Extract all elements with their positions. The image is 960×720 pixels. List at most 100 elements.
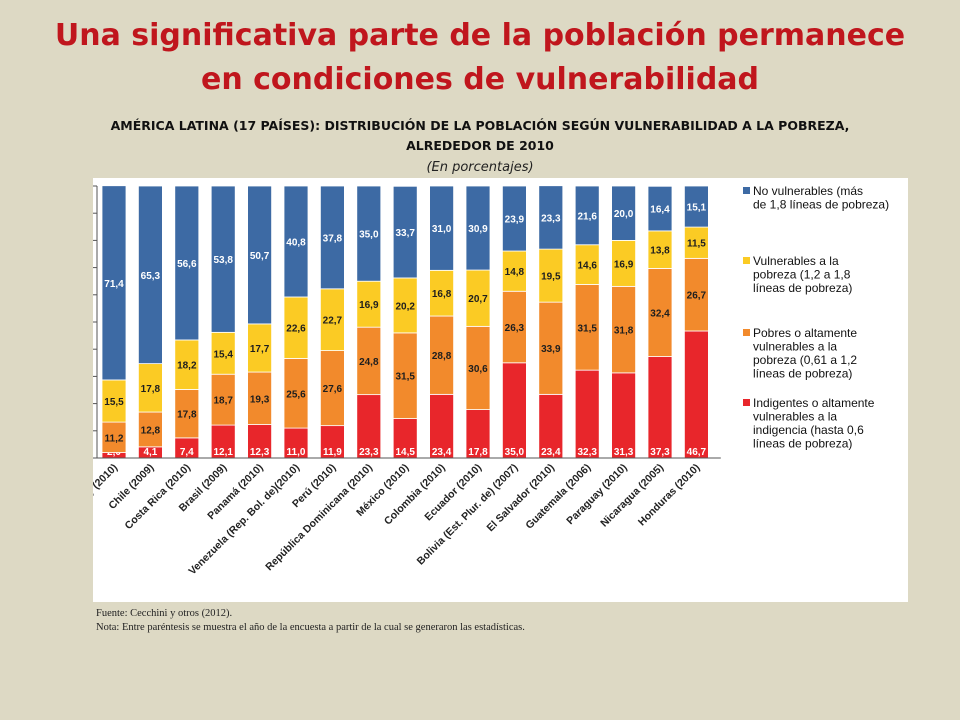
bar-segment	[574, 244, 600, 285]
chart-title-line-2: ALREDEDOR DE 2010	[406, 138, 554, 153]
bar-segment	[684, 226, 709, 259]
bar-segment	[319, 185, 345, 290]
data-label: 11,5	[687, 239, 706, 250]
data-label: 18,2	[177, 361, 197, 372]
data-label: 46,7	[687, 447, 707, 458]
category-label: El Salvador (2010)	[484, 462, 556, 534]
bar-segment	[501, 185, 527, 252]
bar-segment	[138, 411, 163, 448]
bar-segment	[429, 185, 455, 271]
bar-segment	[174, 185, 200, 341]
data-label: 19,5	[541, 272, 561, 283]
data-label: 11,9	[323, 447, 342, 458]
legend-label: líneas de pobreza)	[753, 437, 852, 451]
data-label: 31,3	[614, 447, 634, 458]
data-label: 4,1	[143, 447, 157, 458]
data-label: 21,6	[577, 211, 597, 222]
bar-segment	[647, 268, 673, 357]
bar-segment	[319, 350, 345, 427]
data-label: 7,4	[180, 447, 194, 458]
data-label: 11,2	[105, 433, 124, 444]
data-label: 17,8	[141, 384, 161, 395]
data-label: 53,8	[213, 255, 233, 266]
bar-segment	[684, 185, 709, 228]
data-label: 11,0	[287, 447, 306, 458]
data-label: 12,3	[250, 447, 270, 458]
data-label: 28,8	[432, 351, 452, 362]
data-label: 18,7	[213, 396, 233, 407]
data-label: 12,8	[141, 425, 161, 436]
slide-title-line-1: Una significativa parte de la población …	[54, 18, 906, 53]
legend-label: indigencia (hasta 0,6	[753, 423, 864, 437]
bar-segment	[465, 269, 491, 327]
data-label: 30,9	[468, 224, 488, 235]
data-label: 17,8	[468, 447, 488, 458]
data-label: 24,8	[359, 357, 379, 368]
bar-segment	[429, 315, 455, 395]
data-label: 35,0	[505, 447, 525, 458]
data-label: 13,8	[650, 246, 670, 257]
bar-segment	[319, 288, 345, 351]
bar-segment	[647, 185, 673, 232]
data-label: 31,5	[395, 372, 415, 383]
legend-swatch	[743, 187, 750, 194]
data-label: 30,6	[468, 364, 488, 375]
chart-subtitle: (En porcentajes)	[426, 160, 534, 175]
bar-segment	[210, 424, 236, 459]
data-label: 40,8	[286, 237, 306, 248]
data-label: 17,7	[250, 344, 270, 355]
category-label: Honduras (2010)	[636, 462, 703, 529]
bar-segment	[247, 323, 273, 373]
data-label: 23,9	[505, 215, 525, 226]
data-label: 17,8	[177, 410, 197, 421]
data-label: 12,1	[213, 447, 233, 458]
bar-segment	[574, 369, 600, 459]
data-label: 65,3	[141, 271, 161, 282]
data-label: 15,4	[213, 349, 233, 360]
data-label: 37,8	[323, 233, 343, 244]
chart-panel: 01020304050607080901002,011,215,571,4Uru…	[93, 178, 908, 602]
legend-label: No vulnerables (más	[753, 184, 863, 198]
bar-segment	[684, 330, 709, 459]
bar-segment	[392, 185, 418, 279]
bar-segment	[138, 363, 163, 413]
slide-title: Una significativa parte de la población …	[0, 14, 960, 102]
data-label: 14,5	[395, 447, 415, 458]
data-label: 15,1	[687, 203, 707, 214]
data-label: 16,4	[650, 205, 670, 216]
legend-label: pobreza (1,2 a 1,8	[753, 268, 851, 282]
bar-segment	[101, 379, 127, 423]
data-label: 16,9	[614, 259, 634, 270]
legend-label: líneas de pobreza)	[753, 367, 852, 381]
data-label: 16,8	[432, 289, 452, 300]
bar-segment	[283, 296, 309, 359]
legend-label: de 1,8 líneas de pobreza)	[753, 198, 889, 212]
bar-segment	[101, 421, 127, 453]
data-label: 32,3	[577, 447, 597, 458]
legend-swatch	[743, 329, 750, 336]
bar-segment	[174, 339, 200, 390]
slide-title-line-2: en condiciones de vulnerabilidad	[200, 62, 760, 97]
bar-segment	[538, 248, 564, 303]
data-label: 22,7	[323, 316, 343, 327]
bar-segment	[611, 372, 636, 459]
legend-label: Vulnerables a la	[753, 254, 839, 268]
legend-label: líneas de pobreza)	[753, 281, 852, 295]
bar-segment	[647, 230, 673, 269]
bar-segment	[283, 185, 309, 298]
bar-segment	[356, 394, 382, 459]
data-label: 27,6	[323, 384, 343, 395]
bar-segment	[174, 389, 200, 439]
bar-segment	[210, 331, 236, 375]
data-label: 16,9	[359, 300, 379, 311]
chart-title-line-1: AMÉRICA LATINA (17 PAÍSES): DISTRIBUCIÓN…	[110, 118, 850, 133]
legend-swatch	[743, 399, 750, 406]
bar-segment	[538, 185, 564, 250]
data-label: 31,0	[432, 224, 452, 235]
data-label: 32,4	[650, 308, 670, 319]
bar-segment	[501, 290, 527, 364]
data-label: 33,7	[395, 228, 415, 239]
category-label: Nicaragua (2005)	[598, 462, 666, 530]
data-label: 56,6	[177, 259, 197, 270]
stacked-bar-chart: 01020304050607080901002,011,215,571,4Uru…	[93, 184, 889, 577]
